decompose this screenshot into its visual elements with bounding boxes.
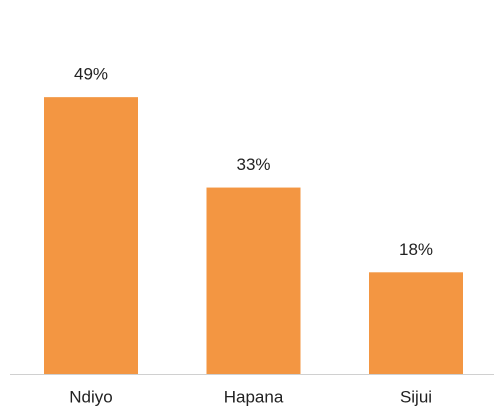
x-tick-label: Hapana [224, 387, 284, 406]
value-label: 33% [236, 155, 270, 174]
value-label: 18% [399, 240, 433, 259]
bar [44, 97, 138, 375]
value-label: 49% [74, 65, 108, 84]
x-tick-label: Ndiyo [69, 387, 112, 406]
x-tick-label: Sijui [400, 387, 432, 406]
bar [206, 187, 301, 374]
bar [369, 272, 463, 374]
